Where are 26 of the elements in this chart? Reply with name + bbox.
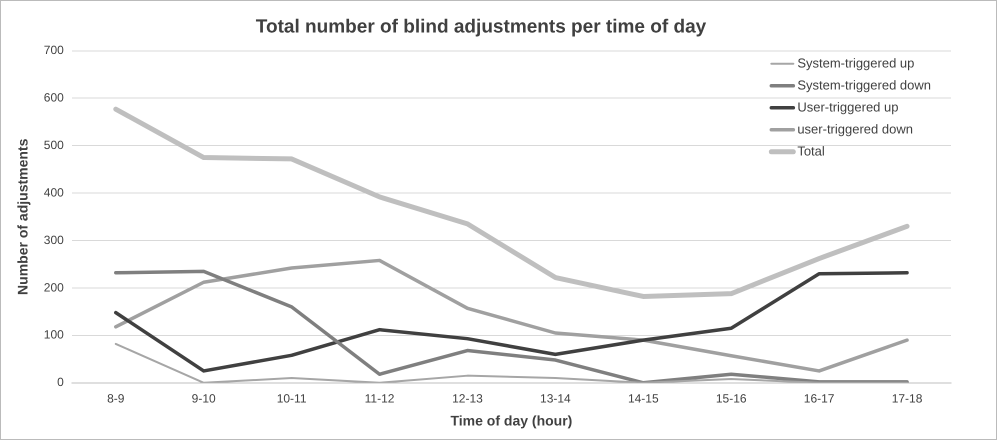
y-tick-label: 300 [44,232,64,247]
x-tick-label: 8-9 [107,391,125,406]
x-tick-label: 10-11 [276,391,307,406]
y-tick-label: 600 [44,90,64,105]
y-tick-label: 700 [44,43,64,58]
legend-label: System-triggered up [797,55,914,70]
x-tick-label: 13-14 [540,391,572,406]
x-tick-label: 9-10 [192,391,216,406]
y-tick-label: 100 [44,328,64,342]
x-tick-label: 12-13 [452,391,484,406]
legend-label: User-triggered up [797,99,898,114]
y-tick-label: 400 [44,185,64,200]
y-tick-label: 0 [57,375,64,390]
y-tick-label: 500 [44,138,64,152]
x-tick-label: 17-18 [892,391,923,406]
x-axis-title: Time of day (hour) [450,412,572,428]
x-tick-label: 14-15 [628,391,659,406]
y-axis-title: Number of adjustments [14,138,30,295]
legend-label: user-triggered down [797,121,913,136]
legend-label: Total [797,143,825,158]
y-tick-label: 200 [44,280,64,294]
x-tick-label: 11-12 [364,391,395,406]
x-tick-label: 15-16 [716,391,747,406]
x-tick-label: 16-17 [804,391,835,406]
chart-title: Total number of blind adjustments per time of day [256,16,707,38]
legend-label: System-triggered down [797,77,932,92]
